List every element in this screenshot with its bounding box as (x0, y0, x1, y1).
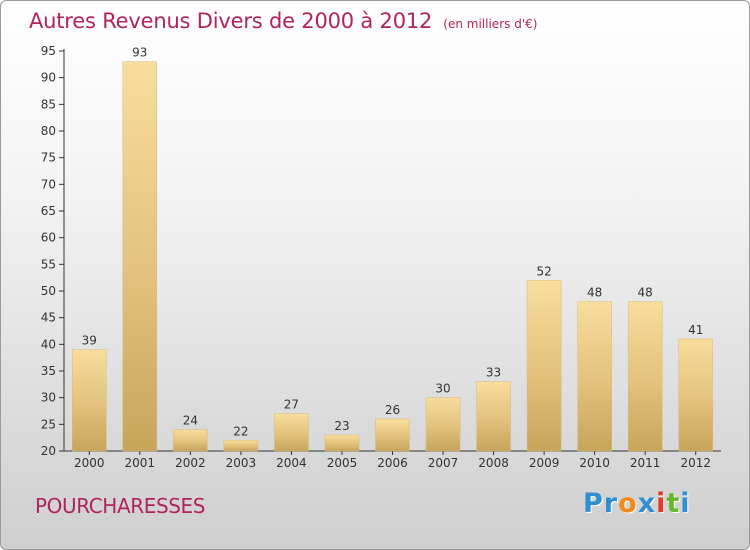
bar-2000 (72, 349, 107, 452)
y-tick-label: 90 (41, 71, 56, 85)
logo-letter: i (680, 488, 691, 519)
x-tick-label-2009: 2009 (529, 456, 560, 470)
bar-2007 (425, 397, 461, 452)
logo-letter: i (656, 488, 667, 519)
x-tick-label-2000: 2000 (74, 456, 105, 470)
data-label-2004: 27 (284, 398, 299, 412)
data-label-2002: 24 (183, 414, 198, 428)
data-label-2003: 22 (233, 424, 248, 438)
chart-subtitle: (en milliers d'€) (443, 17, 538, 31)
y-tick-label: 75 (41, 151, 56, 165)
y-tick-label: 45 (41, 311, 56, 325)
x-tick-label-2002: 2002 (175, 456, 206, 470)
y-tick-label: 25 (41, 417, 56, 431)
data-label-2005: 23 (334, 419, 349, 433)
x-tick-label-2008: 2008 (478, 456, 509, 470)
axes: 20 25 30 35 40 45 50 55 60 65 70 75 80 85 90 95 2000 2001… (41, 44, 721, 470)
commune-name: POURCHARESSES (35, 494, 206, 518)
chart-title: Autres Revenus Divers de 2000 à 2012 (29, 9, 433, 33)
y-tick-label: 60 (41, 231, 56, 245)
bar-2001 (122, 61, 158, 452)
bar-2004 (274, 413, 309, 452)
data-label-2009: 52 (536, 264, 551, 278)
data-label-2000: 39 (82, 334, 97, 348)
y-tick-label: 55 (41, 257, 56, 271)
y-tick-label: 35 (41, 364, 56, 378)
x-tick-label-2011: 2011 (630, 456, 661, 470)
y-tick-label: 70 (41, 177, 56, 191)
bar-2009 (526, 280, 562, 452)
bar-2011 (627, 301, 663, 452)
x-tick-label-2006: 2006 (377, 456, 408, 470)
bar-2003 (223, 440, 259, 452)
title-row: Autres Revenus Divers de 2000 à 2012 (en… (29, 9, 537, 33)
data-labels: 39 93 24 22 27 23 26 30 33 52 48 48 41 (82, 46, 704, 439)
x-tick-label-2001: 2001 (125, 456, 156, 470)
x-tick-label-2012: 2012 (680, 456, 711, 470)
y-tick-label: 80 (41, 124, 56, 138)
y-tick-label: 95 (41, 44, 56, 58)
x-tick-label-2010: 2010 (579, 456, 610, 470)
logo-letter: P (583, 488, 604, 519)
y-tick-label: 20 (41, 444, 56, 458)
y-tick-label: 85 (41, 97, 56, 111)
logo-letter: t (666, 488, 681, 519)
logo-letter: o (618, 488, 638, 519)
logo-letter: x (637, 488, 657, 519)
x-tick-label-2007: 2007 (428, 456, 459, 470)
bars (72, 61, 713, 452)
y-tick-label: 30 (41, 391, 56, 405)
data-label-2006: 26 (385, 403, 400, 417)
data-label-2011: 48 (638, 286, 653, 300)
data-label-2001: 93 (132, 46, 147, 60)
data-label-2008: 33 (486, 366, 501, 380)
data-label-2010: 48 (587, 286, 602, 300)
proxiti-logo: Proxiti (583, 488, 691, 519)
data-label-2012: 41 (688, 323, 703, 337)
bar-2006 (375, 418, 410, 452)
bar-2002 (173, 429, 208, 452)
bar-2005 (324, 434, 360, 452)
y-tick-label: 50 (41, 284, 56, 298)
x-tick-label-2003: 2003 (226, 456, 257, 470)
x-tick-label-2005: 2005 (327, 456, 358, 470)
y-tick-label: 40 (41, 337, 56, 351)
bar-2008 (476, 381, 511, 452)
y-tick-label: 65 (41, 204, 56, 218)
bar-2010 (577, 301, 612, 452)
data-label-2007: 30 (435, 382, 450, 396)
bar-2012 (678, 338, 713, 452)
logo-letter: r (603, 488, 619, 519)
x-tick-label-2004: 2004 (276, 456, 307, 470)
